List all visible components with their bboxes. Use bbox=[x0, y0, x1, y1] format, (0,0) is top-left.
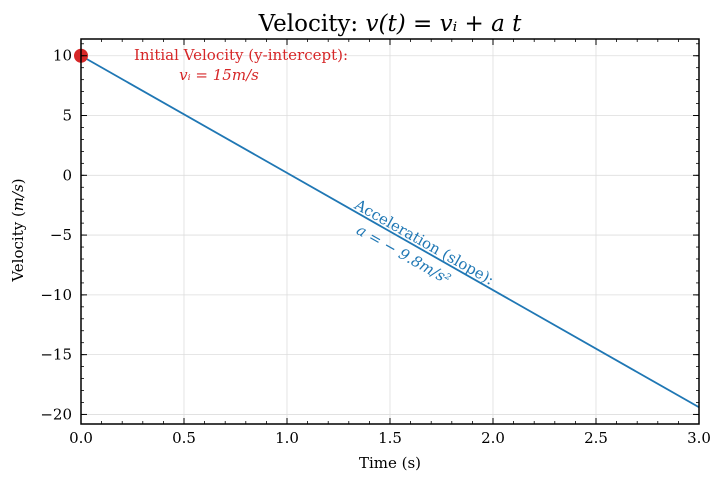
x-tick-label: 3.0 bbox=[687, 429, 711, 447]
grid-lines bbox=[80, 39, 700, 424]
y-tick-label: −20 bbox=[40, 405, 72, 423]
ticks: 0.0 0.5 1.0 1.5 2.0 2.5 3.0 −20 −15 −10 −5 0 5 10 bbox=[40, 39, 711, 447]
x-tick-label: 2.5 bbox=[584, 429, 608, 447]
y-tick-label: −10 bbox=[40, 286, 72, 304]
y-tick-label: 5 bbox=[62, 107, 72, 125]
y-tick-label: 10 bbox=[53, 47, 72, 65]
x-tick-label: 2.0 bbox=[481, 429, 505, 447]
y-axis-label-plain: Velocity ( bbox=[9, 211, 27, 282]
y-tick-label: −5 bbox=[50, 226, 72, 244]
y-tick-label: −15 bbox=[40, 346, 72, 364]
x-tick-label: 0.5 bbox=[172, 429, 196, 447]
y-axis-label-close: ) bbox=[9, 178, 27, 184]
slope-annotation: Acceleration (slope): a = − 9.8m/s² bbox=[351, 195, 498, 289]
x-tick-label: 1.5 bbox=[378, 429, 402, 447]
x-axis-label: Time (s) bbox=[359, 454, 421, 472]
y-axis-label: Velocity (m/s) bbox=[9, 178, 27, 282]
intercept-annotation-line1: Initial Velocity (y-intercept): bbox=[134, 46, 348, 64]
intercept-annotation-line2: vᵢ = 15m/s bbox=[179, 66, 259, 84]
chart-title-plain: Velocity: bbox=[258, 11, 366, 37]
x-tick-label: 0.0 bbox=[69, 429, 93, 447]
y-axis-label-unit: m/s bbox=[9, 184, 27, 211]
chart-title-formula: v(t) = vᵢ + a t bbox=[366, 11, 523, 37]
y-tick-label: 0 bbox=[62, 166, 72, 184]
velocity-line bbox=[80, 54, 700, 409]
chart-title: Velocity: v(t) = vᵢ + a t bbox=[258, 11, 522, 37]
x-tick-label: 1.0 bbox=[275, 429, 299, 447]
